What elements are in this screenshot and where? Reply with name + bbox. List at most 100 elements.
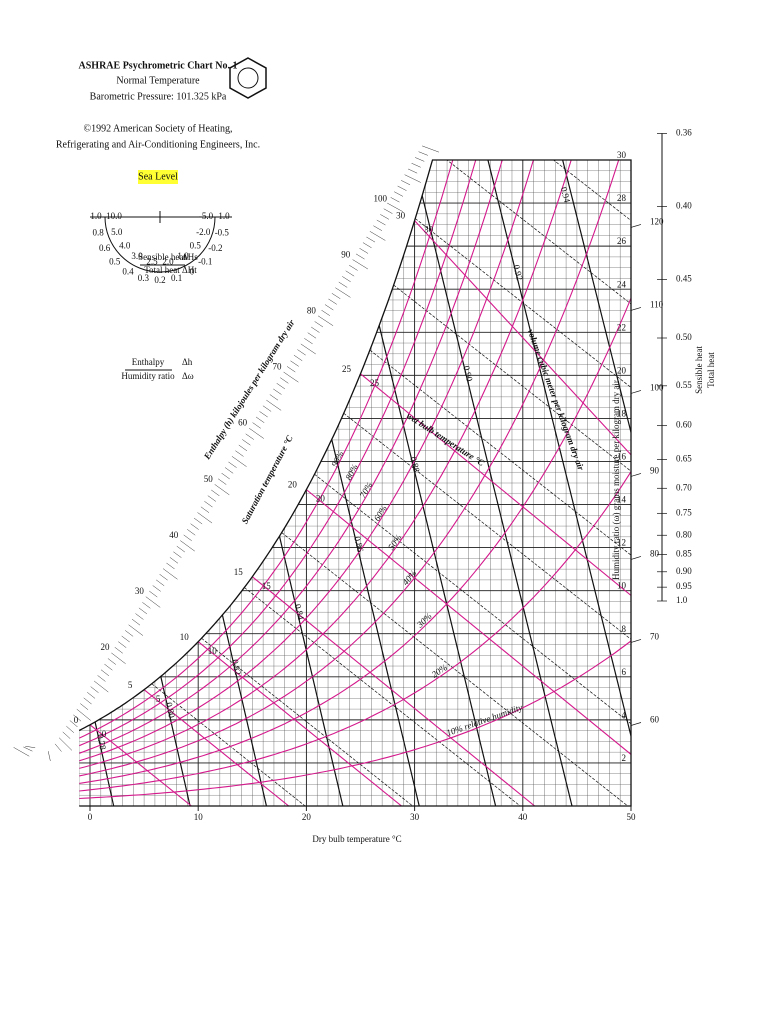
- enthalpy-label: 70: [650, 632, 660, 642]
- scale-hatch: [342, 276, 351, 282]
- enthalpy-label: 120: [650, 216, 664, 226]
- scale-hatch: [259, 411, 268, 418]
- scale-hatch: [238, 444, 248, 452]
- y-tick-label: 8: [622, 624, 627, 634]
- scale-hatch: [262, 405, 272, 412]
- scale-hatch: [152, 585, 161, 592]
- wet-bulb-label: 20: [316, 494, 326, 504]
- protractor-value: 1.0: [90, 211, 102, 221]
- scale-hatch: [111, 652, 126, 664]
- x-tick-label: 20: [302, 812, 312, 822]
- enthalpy-label: 100: [373, 193, 387, 203]
- scale-hatch: [387, 202, 404, 212]
- protractor-label: ΔHs: [182, 252, 198, 262]
- shr-axis-label: Total heat: [706, 352, 716, 388]
- wet-bulb-label: 30: [424, 225, 434, 235]
- y-tick-label: 30: [617, 150, 627, 160]
- scale-hatch: [414, 157, 425, 162]
- protractor-value: 0: [190, 266, 195, 276]
- scale-hatch: [273, 388, 282, 395]
- enthalpy-line: [369, 349, 632, 806]
- scale-hatch: [176, 545, 186, 553]
- scale-hatch: [183, 534, 192, 542]
- saturation-label: 0: [74, 715, 79, 725]
- scale-hatch: [335, 287, 351, 298]
- protractor-label: Δh: [182, 357, 193, 367]
- enthalpy-label: 110: [650, 299, 664, 309]
- saturation-label: 25: [342, 364, 352, 374]
- x-tick-label: 0: [88, 812, 93, 822]
- shr-label: 0.55: [676, 380, 692, 390]
- shr-label: 1.0: [676, 595, 688, 605]
- scale-hatch: [207, 495, 217, 502]
- volume-label: 0.92: [511, 264, 525, 282]
- scale-hatch: [155, 579, 165, 586]
- scale-hatch: [23, 746, 33, 752]
- scale-hatch: [390, 197, 400, 203]
- scale-hatch: [217, 478, 227, 485]
- subtitle: Normal Temperature: [116, 75, 200, 86]
- logo-hexagon: [229, 57, 267, 99]
- y-tick-label: 12: [617, 538, 626, 548]
- protractor-value: 0.1: [171, 273, 182, 283]
- scale-hatch: [321, 309, 331, 316]
- enthalpy-line: [151, 683, 306, 806]
- scale-hatch: [149, 590, 158, 598]
- scale-hatch: [76, 708, 91, 721]
- enthalpy-label: 30: [135, 586, 145, 596]
- enthalpy-line: [244, 587, 521, 806]
- rh-curve: [79, 160, 632, 769]
- saturation-label: 15: [234, 567, 244, 577]
- scale-hatch: [293, 354, 303, 361]
- volume-label: 0.84: [293, 603, 306, 621]
- scale-hatch: [124, 630, 134, 637]
- enthalpy-label: 90: [650, 466, 660, 476]
- scale-hatch: [173, 551, 182, 558]
- volume-line: [160, 676, 191, 806]
- scale-hatch: [228, 461, 237, 468]
- enthalpy-tick: [630, 722, 642, 726]
- scale-hatch: [269, 394, 279, 401]
- wet-bulb-line: [197, 641, 402, 806]
- shr-label: 0.65: [676, 453, 692, 463]
- protractor-label: Humidity ratio: [121, 371, 175, 381]
- volume-line: [278, 535, 344, 806]
- enthalpy-tick: [630, 390, 642, 394]
- sea-level: Sea Level: [138, 171, 178, 182]
- wet-bulb-line: [251, 576, 536, 806]
- wet-bulb-line: [306, 489, 632, 806]
- scale-hatch: [135, 613, 144, 620]
- scale-hatch: [328, 298, 337, 305]
- enthalpy-line: [415, 218, 632, 806]
- wet-bulb-label: 15: [262, 581, 272, 591]
- shr-label: 0.75: [676, 507, 692, 517]
- enthalpy-label: 80: [307, 305, 317, 315]
- x-tick-label: 40: [518, 812, 528, 822]
- enthalpy-label: 40: [169, 530, 179, 540]
- enthalpy-tick: [630, 473, 642, 477]
- scale-hatch: [66, 725, 75, 733]
- enthalpy-tick: [630, 556, 642, 560]
- scale-hatch: [58, 737, 73, 751]
- enthalpy-line: [453, 160, 632, 806]
- scale-hatch: [104, 663, 113, 671]
- scale-hatch: [407, 168, 418, 174]
- y-tick-label: 2: [622, 753, 627, 763]
- enthalpy-label: 100: [650, 382, 664, 392]
- protractor-value: -0.2: [208, 243, 222, 253]
- y-tick-label: 14: [617, 495, 627, 505]
- scale-hatch: [397, 185, 407, 191]
- protractor: Sensible heat Total heat ΔHs ΔHt Enthalp…: [90, 211, 232, 381]
- shr-label: 0.50: [676, 332, 692, 342]
- y-tick-label: 26: [617, 236, 627, 246]
- scale-hatch: [411, 162, 421, 168]
- scale-hatch: [376, 219, 386, 226]
- volume-label: 0.78: [95, 733, 108, 751]
- protractor-label: Total heat: [144, 265, 180, 275]
- protractor-value: 4.0: [119, 241, 131, 251]
- scale-hatch: [311, 326, 320, 333]
- protractor-label: Δω: [182, 371, 194, 381]
- scale-hatch: [121, 635, 130, 643]
- scale-hatch: [180, 540, 195, 552]
- volume-line: [495, 160, 632, 806]
